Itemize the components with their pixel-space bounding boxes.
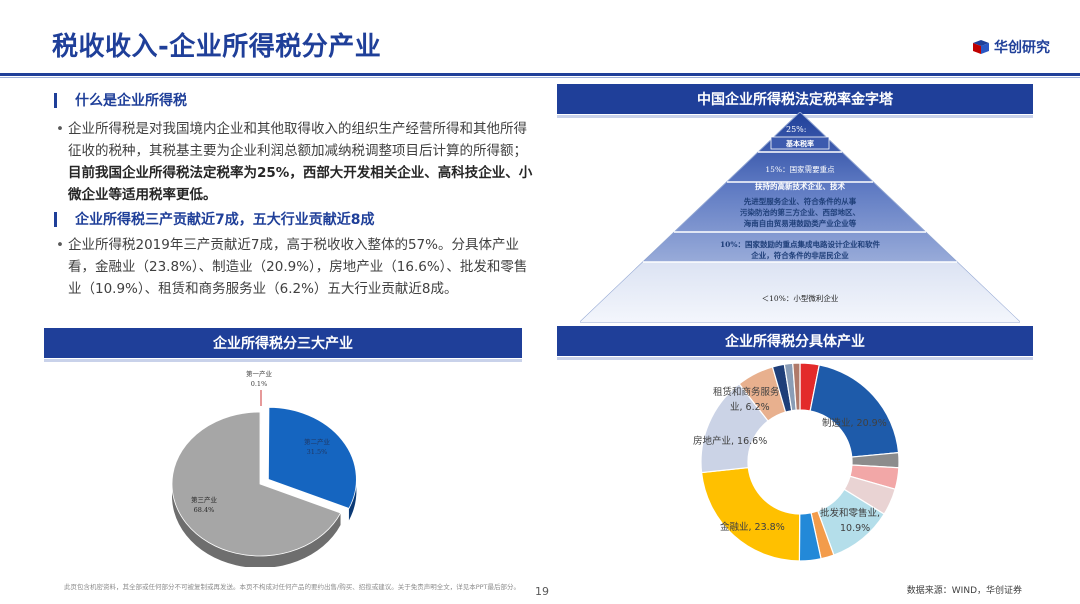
- pie-slice-第二产业: [267, 406, 357, 509]
- donut-label-leasing-2: 业, 6.2%: [730, 402, 770, 413]
- section-heading-1: 什么是企业所得税: [54, 90, 187, 110]
- pie-label-tertiary-value: 68.4%: [194, 506, 215, 514]
- brand-logo: 华创研究: [972, 37, 1050, 57]
- donut-label-finance: 金融业, 23.8%: [720, 521, 785, 533]
- pie-label-primary-name: 第一产业: [246, 369, 273, 378]
- section-heading-text: 什么是企业所得税: [75, 93, 187, 109]
- bullet-text: 企业所得税2019年三产贡献近7成，高于税收收入整体的57%。分具体产业看，金融…: [68, 237, 528, 297]
- tier2-line: 污染防治的第三方企业、西部地区、: [740, 207, 860, 217]
- donut-label-leasing-1: 租赁和商务服务: [713, 386, 780, 398]
- pyramid-title-band: 中国企业所得税法定税率金字塔: [557, 84, 1033, 118]
- donut-title-band: 企业所得税分具体产业: [557, 326, 1033, 360]
- bullet-dot-icon: •: [56, 121, 64, 137]
- pyramid-tier-4: [580, 262, 1020, 322]
- heading-bar: [54, 211, 57, 227]
- tier1-desc: 基本税率: [785, 139, 814, 148]
- donut-label-wholesale-1: 批发和零售业,: [820, 507, 880, 519]
- pie-title-band: 企业所得税分三大产业: [44, 328, 522, 362]
- tier2-line: 扶持的高新技术企业、技术: [755, 181, 845, 191]
- donut-label-realestate: 房地产业, 16.6%: [693, 435, 767, 447]
- donut-segment-8: [700, 466, 801, 562]
- header-divider: [0, 73, 1080, 76]
- page-number: 19: [535, 585, 549, 598]
- bullet-text-bold: 目前我国企业所得税法定税率为25%，西部大开发相关企业、高科技企业、小微企业等适…: [68, 165, 533, 203]
- tier2-line: 先进型服务企业、符合条件的从事: [744, 196, 857, 206]
- section-heading-2: 企业所得税三产贡献近7成，五大行业贡献近8成: [54, 209, 374, 229]
- donut-segment-1: [809, 364, 900, 458]
- tier4-line: ＜10%：小型微利企业: [762, 293, 839, 303]
- footer-disclaimer: 此页包含机密资料，其全部或任何部分不可被复制或再发送。本页不构成对任何产品的要约…: [64, 583, 520, 591]
- tier2-line: 15%：国家需要重点: [765, 164, 835, 174]
- bullet-paragraph-2: • 企业所得税2019年三产贡献近7成，高于税收收入整体的57%。分具体产业看，…: [56, 234, 536, 300]
- brand-cube-icon: [973, 40, 989, 54]
- tier3-line: 10%：国家鼓励的重点集成电路设计企业和软件: [720, 239, 881, 249]
- donut-segment-13: [792, 362, 801, 411]
- tax-rate-pyramid: 25%: 基本税率 15%：国家需要重点 扶持的高新技术企业、技术 先进型服务企…: [580, 112, 1020, 323]
- heading-bar: [54, 92, 57, 108]
- pie-label-tertiary-name: 第三产业: [191, 495, 218, 504]
- pie-label-secondary-value: 31.5%: [307, 448, 328, 456]
- industry-pie-chart: 第一产业 0.1% 第二产业 31.5% 第三产业 68.4%: [171, 369, 357, 567]
- brand-name: 华创研究: [994, 40, 1050, 56]
- pie-slice-第三产业: [171, 411, 342, 557]
- pie-label-primary-value: 0.1%: [251, 380, 268, 388]
- pie-label-secondary-name: 第二产业: [304, 437, 331, 446]
- donut-chart-title: 企业所得税分具体产业: [725, 334, 865, 350]
- donut-label-wholesale-2: 10.9%: [840, 523, 870, 534]
- page-title: 税收收入-企业所得税分产业: [52, 32, 382, 62]
- tier1-box: [770, 136, 830, 150]
- bullet-text-normal: 企业所得税是对我国境内企业和其他取得收入的组织生产经营所得和其他所得征收的税种，…: [68, 121, 527, 159]
- tier2-line: 海南自由贸易港鼓励类产业企业等: [744, 218, 857, 228]
- industry-donut-chart: 租赁和商务服务 业, 6.2% 制造业, 20.9% 房地产业, 16.6% 批…: [693, 362, 900, 562]
- tier3-line: 企业，符合条件的非居民企业: [750, 250, 849, 260]
- bullet-paragraph-1: • 企业所得税是对我国境内企业和其他取得收入的组织生产经营所得和其他所得征收的税…: [56, 118, 536, 206]
- section-heading-text: 企业所得税三产贡献近7成，五大行业贡献近8成: [75, 212, 375, 228]
- pyramid-title: 中国企业所得税法定税率金字塔: [697, 92, 893, 108]
- tier1-rate: 25%:: [786, 125, 806, 134]
- donut-label-manufacturing: 制造业, 20.9%: [822, 417, 887, 429]
- data-source: 数据来源：WIND，华创证券: [906, 586, 1022, 596]
- pie-chart-title: 企业所得税分三大产业: [213, 336, 353, 352]
- bullet-dot-icon: •: [56, 237, 64, 253]
- header-divider-thin: [0, 77, 1080, 78]
